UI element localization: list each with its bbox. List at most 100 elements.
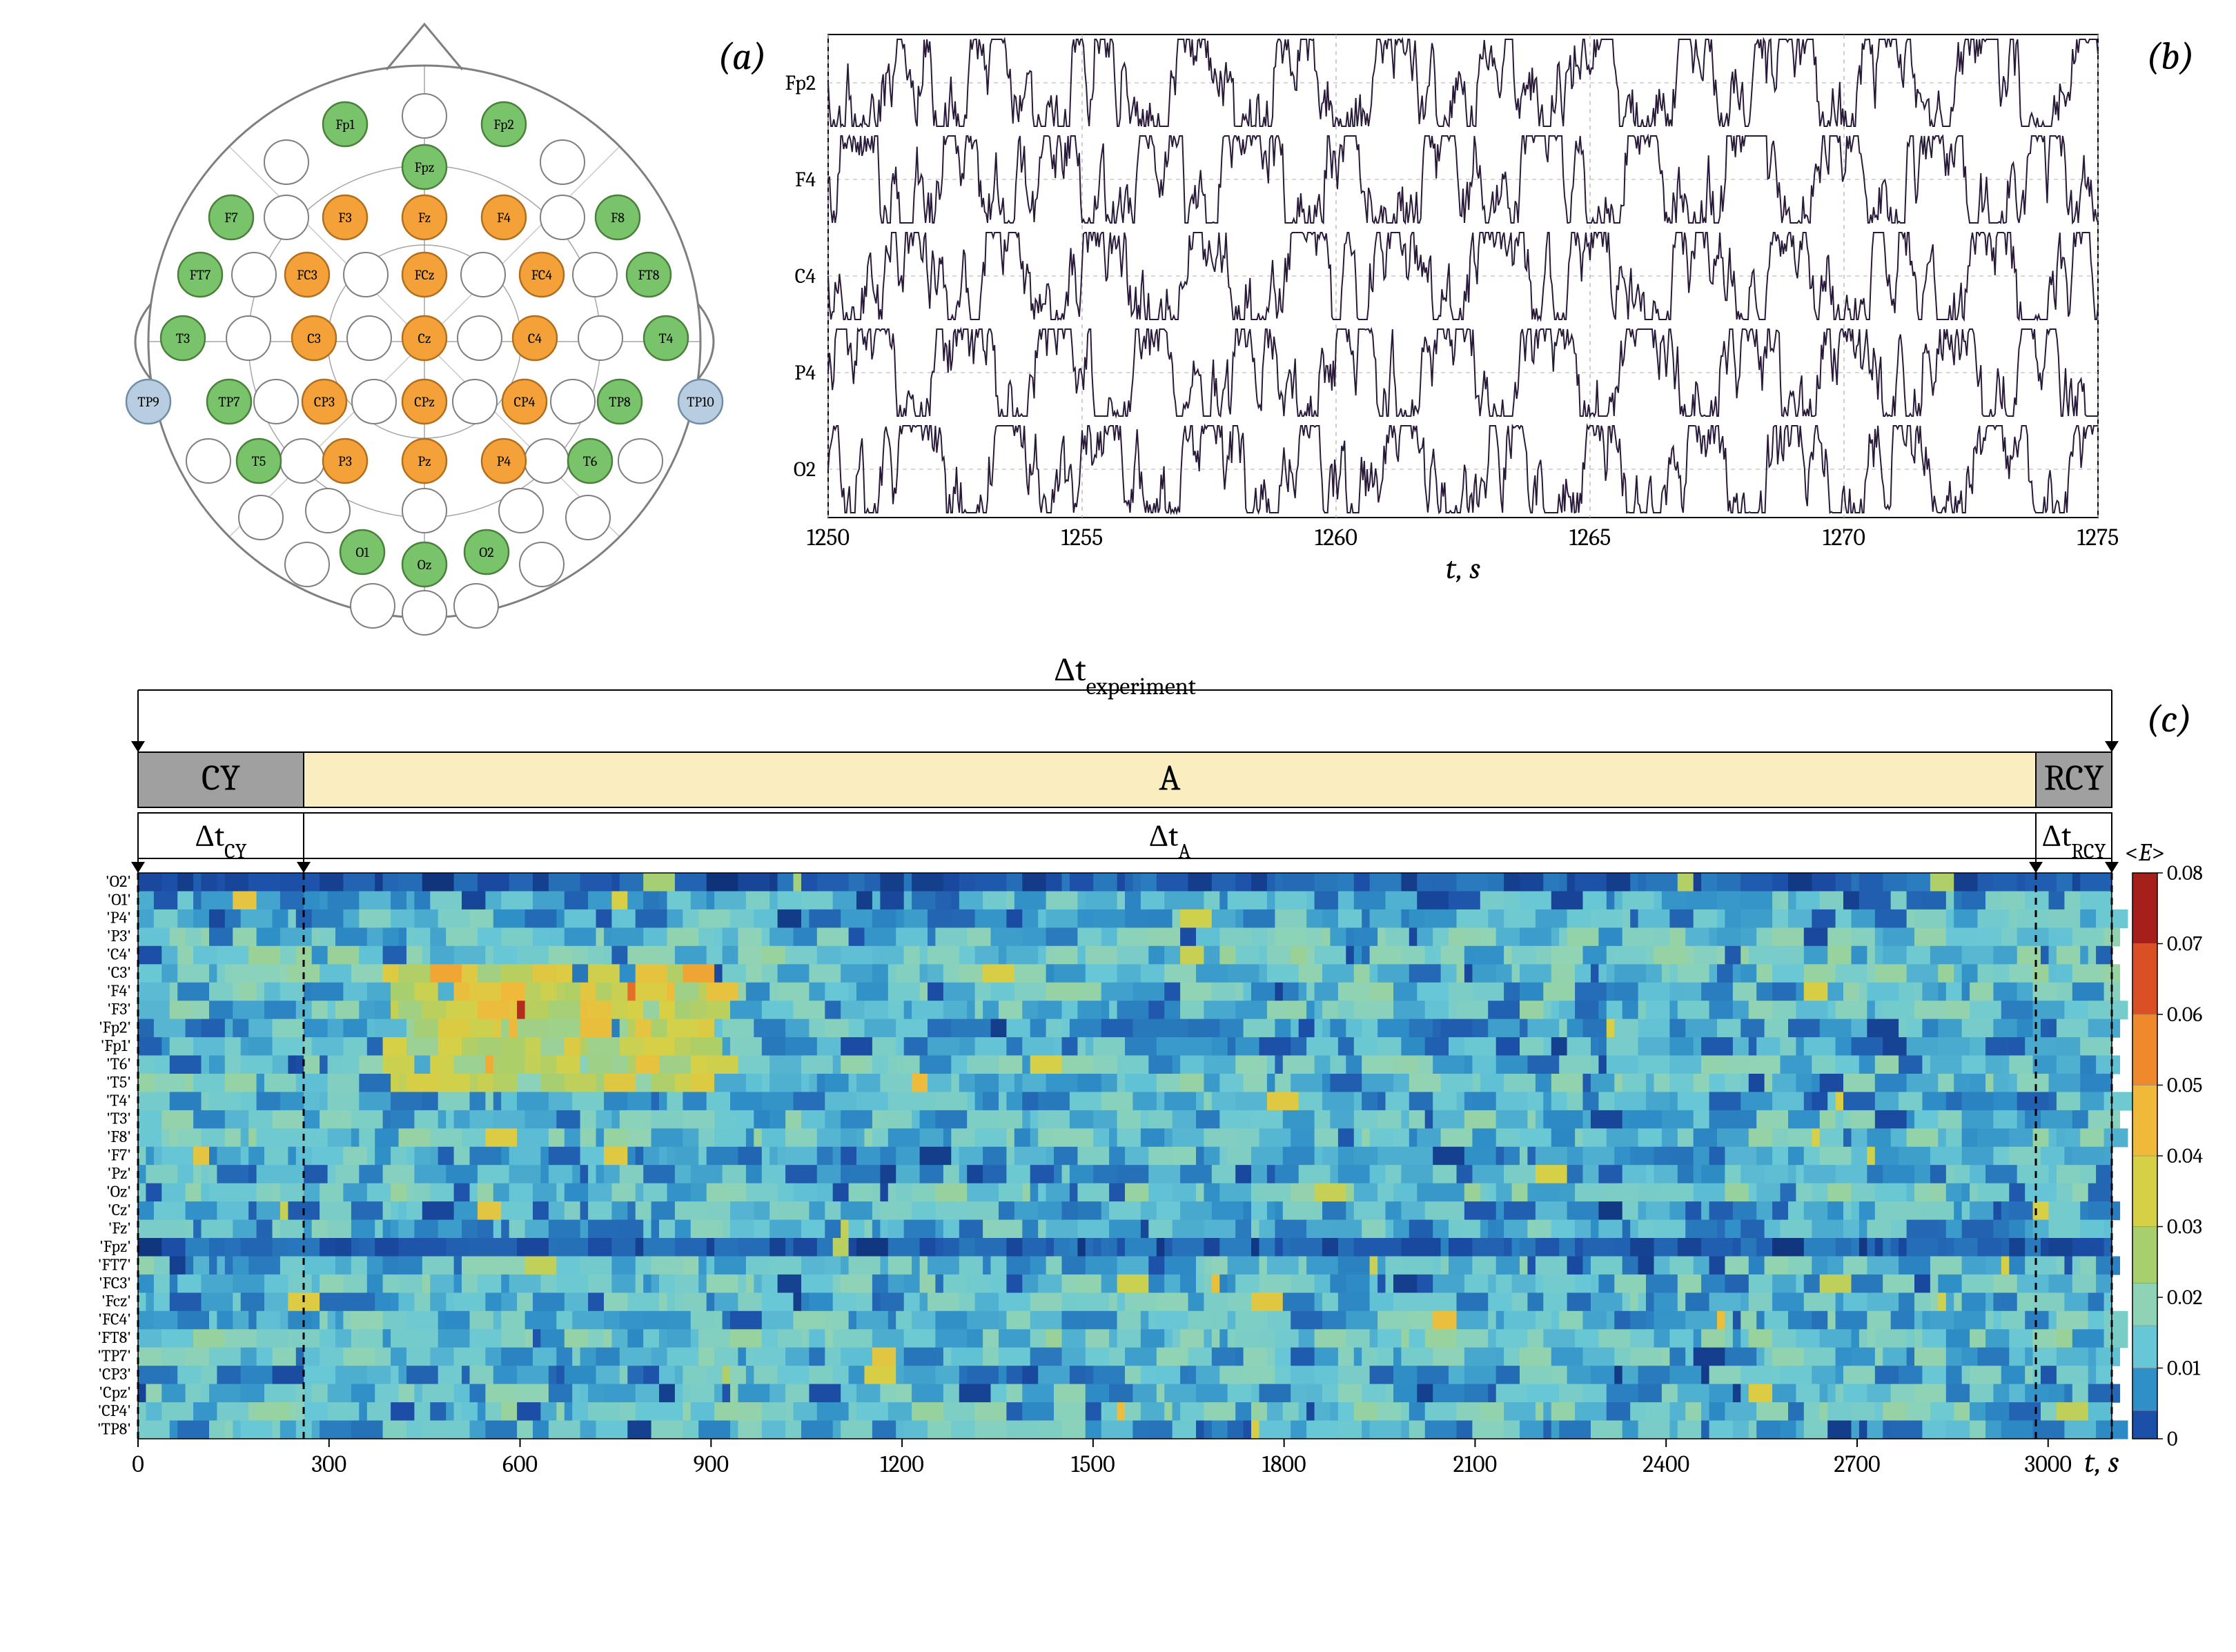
electrode-empty (520, 542, 564, 587)
electrode-empty (453, 380, 497, 424)
electrode-empty (578, 316, 622, 360)
colorbar-tick: 0.01 (2167, 1357, 2201, 1381)
electrode-label: Fz (418, 210, 431, 226)
heatmap-ylabel: 'FT7' (98, 1255, 131, 1274)
electrode-empty (306, 489, 350, 533)
heatmap-ylabel: 'O2' (106, 872, 131, 891)
colorbar-segment (2132, 1014, 2157, 1085)
electrode-label: Fpz (415, 159, 435, 175)
heatmap-ylabel: 'Pz' (108, 1163, 131, 1183)
electrode-label: Fp2 (493, 117, 514, 132)
electrode-label: TP7 (218, 394, 239, 410)
heatmap-ylabel: 'T4' (106, 1090, 131, 1110)
electrode-label: C3 (307, 331, 321, 346)
heatmap-xtick: 0 (132, 1451, 144, 1478)
colorbar-segment (2132, 1085, 2157, 1157)
colorbar-segment (2132, 1368, 2157, 1411)
delta-t-experiment: Δtexperiment (1054, 651, 1196, 700)
panel-b-traces: 125012551260126512701275Fp2F4C4P4O2t, s (785, 35, 2119, 586)
colorbar-tick: 0.07 (2167, 932, 2202, 956)
colorbar-segment (2132, 1227, 2157, 1284)
heatmap-ylabel: 'Fpz' (99, 1237, 131, 1256)
electrode-empty (461, 253, 505, 297)
electrode-label: C4 (528, 331, 542, 346)
heatmap-ylabel: 'Cz' (108, 1200, 131, 1219)
electrode-empty (226, 316, 271, 360)
channel-label: C4 (795, 264, 816, 288)
electrode-label: T4 (659, 331, 674, 346)
electrode-label: FC3 (297, 267, 317, 283)
heatmap-ylabel: 'P4' (106, 908, 131, 927)
electrode-empty (402, 591, 447, 635)
electrode-label: F8 (611, 210, 625, 226)
colorbar-tick: 0.06 (2167, 1003, 2202, 1027)
electrode-label: FT8 (638, 267, 659, 283)
colorbar-tick: 0.08 (2167, 861, 2203, 885)
heatmap-ylabel: 'T5' (106, 1072, 131, 1092)
segment-label: A (1159, 757, 1180, 798)
electrode-label: F3 (338, 210, 351, 226)
electrode-empty (186, 439, 231, 483)
colorbar-tick: 0.04 (2167, 1144, 2203, 1168)
heatmap-xtick: 2100 (1453, 1451, 1498, 1478)
electrode-label: FT7 (190, 267, 211, 283)
electrode-empty (239, 495, 283, 540)
panel-label-b: (b) (2146, 35, 2194, 79)
electrode-empty (285, 542, 329, 587)
electrode-label: FC4 (531, 267, 552, 283)
electrode-empty (454, 584, 498, 628)
channel-label: P4 (794, 361, 816, 385)
electrode-label: Fp1 (335, 117, 355, 132)
heatmap-ylabel: 'Fz' (108, 1218, 131, 1237)
electrode-label: CPz (414, 394, 435, 410)
heatmap-ylabel: 'CP4' (98, 1401, 131, 1420)
electrode-empty (264, 140, 308, 184)
electrode-label: Oz (418, 557, 432, 573)
x-axis-label: t, s (1446, 551, 1481, 586)
colorbar-segment (2132, 944, 2157, 1015)
electrode-label: CP4 (514, 394, 536, 410)
electrode-empty (280, 439, 324, 483)
electrode-label: T3 (176, 331, 190, 346)
colorbar-tick: 0.05 (2167, 1074, 2202, 1098)
colorbar-segment (2132, 1326, 2157, 1368)
heatmap-ylabel: 'TP7' (97, 1346, 131, 1366)
panel-a-head: Fp1Fp2FpzF7F3FzF4F8FT7FC3FCzFC4FT8T3C3Cz… (126, 24, 723, 635)
electrode-empty (402, 94, 447, 138)
electrode-empty (499, 489, 543, 533)
heatmap-xtick: 1500 (1071, 1451, 1115, 1478)
heatmap-ylabel: 'F3' (107, 999, 131, 1019)
electrode-empty (524, 439, 569, 483)
xtick-label: 1270 (1823, 524, 1865, 551)
heatmap-ylabel: 'O1' (108, 889, 131, 909)
colorbar-tick: 0 (2167, 1427, 2178, 1451)
heatmap-ylabel: 'Cpz' (99, 1382, 131, 1402)
colorbar-segment (2132, 1156, 2157, 1227)
xtick-label: 1260 (1315, 524, 1357, 551)
heatmap-ylabel: 'Fcz' (101, 1291, 131, 1310)
electrode-label: TP9 (137, 394, 159, 410)
figure-page: Fp1Fp2FpzF7F3FzF4F8FT7FC3FCzFC4FT8T3C3Cz… (0, 0, 2236, 1649)
heatmap-ylabel: 'F4' (107, 981, 131, 1001)
heatmap-xtick: 2400 (1642, 1451, 1689, 1478)
channel-label: Fp2 (785, 71, 816, 95)
heatmap-xtick: 600 (502, 1451, 538, 1478)
electrode-empty (540, 140, 585, 184)
electrode-label: O2 (479, 544, 493, 560)
heatmap-ylabel: 'FT8' (97, 1328, 131, 1347)
heatmap-xtick: 1200 (880, 1451, 924, 1478)
electrode-label: T6 (583, 453, 598, 469)
heatmap-ylabel: 'C3' (107, 963, 131, 982)
figure-svg: Fp1Fp2FpzF7F3FzF4F8FT7FC3FCzFC4FT8T3C3Cz… (0, 0, 2236, 1649)
electrode-label: F4 (497, 210, 511, 226)
electrode-empty (573, 253, 617, 297)
electrode-empty (551, 380, 595, 424)
electrode-empty (351, 584, 395, 628)
heatmap-xtick: 1800 (1262, 1451, 1306, 1478)
electrode-empty (347, 316, 391, 360)
panel-c: ΔtexperimentCYARCYΔtCYΔtAΔtRCY'O2''O1''P… (97, 651, 2203, 1479)
colorbar-segment (2132, 873, 2157, 944)
xtick-label: 1250 (807, 524, 850, 551)
electrode-label: Pz (418, 453, 431, 469)
heatmap-ylabel: 'TP8' (97, 1419, 131, 1438)
